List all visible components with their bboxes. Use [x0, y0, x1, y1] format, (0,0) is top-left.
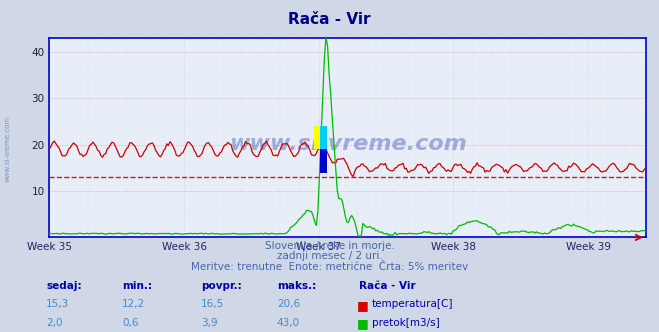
Bar: [314, 126, 320, 149]
Text: Meritve: trenutne  Enote: metrične  Črta: 5% meritev: Meritve: trenutne Enote: metrične Črta: …: [191, 262, 468, 272]
Text: ■: ■: [357, 299, 369, 312]
Text: 12,2: 12,2: [122, 299, 145, 309]
Text: 16,5: 16,5: [201, 299, 224, 309]
Text: Rača - Vir: Rača - Vir: [288, 12, 371, 27]
Text: Slovenija / reke in morje.: Slovenija / reke in morje.: [264, 241, 395, 251]
Text: Rača - Vir: Rača - Vir: [359, 281, 416, 290]
Text: 43,0: 43,0: [277, 318, 300, 328]
Text: 2,0: 2,0: [46, 318, 63, 328]
Text: 20,6: 20,6: [277, 299, 300, 309]
Text: zadnji mesec / 2 uri.: zadnji mesec / 2 uri.: [277, 251, 382, 261]
Text: www.si-vreme.com: www.si-vreme.com: [229, 134, 467, 154]
Bar: [320, 149, 327, 173]
Text: 15,3: 15,3: [46, 299, 69, 309]
Text: 0,6: 0,6: [122, 318, 138, 328]
Bar: [320, 126, 327, 149]
Text: 3,9: 3,9: [201, 318, 217, 328]
Text: ■: ■: [357, 317, 369, 330]
Text: povpr.:: povpr.:: [201, 281, 242, 290]
Text: pretok[m3/s]: pretok[m3/s]: [372, 318, 440, 328]
Text: min.:: min.:: [122, 281, 152, 290]
Text: maks.:: maks.:: [277, 281, 316, 290]
Text: www.si-vreme.com: www.si-vreme.com: [5, 116, 11, 183]
Text: sedaj:: sedaj:: [46, 281, 82, 290]
Text: temperatura[C]: temperatura[C]: [372, 299, 453, 309]
